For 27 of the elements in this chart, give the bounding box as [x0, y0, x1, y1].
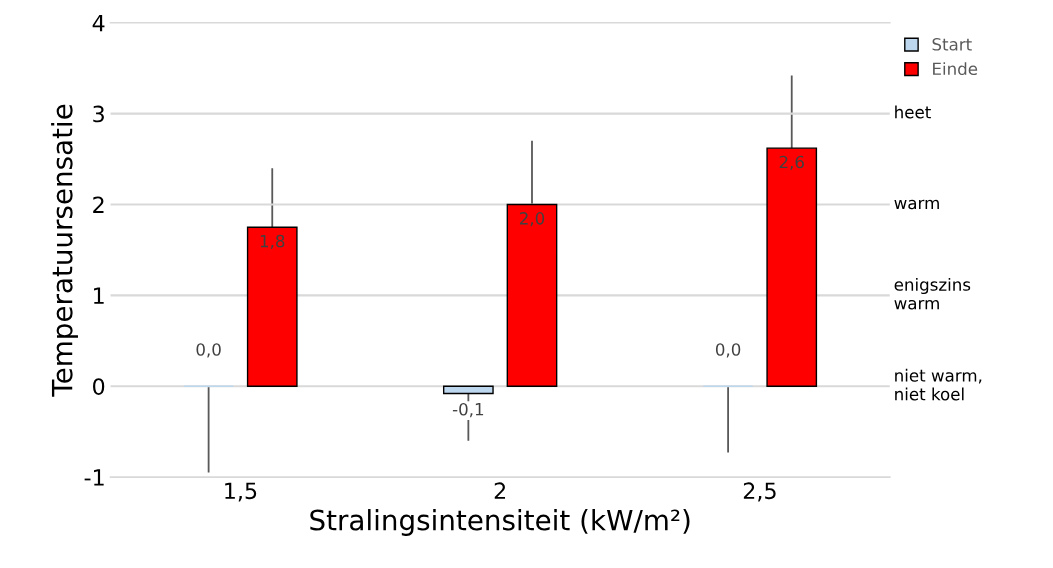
- data-label: 2,6: [779, 155, 804, 171]
- legend-label: Start: [932, 38, 972, 51]
- bar: [506, 203, 558, 387]
- data-label: 0,0: [196, 343, 221, 358]
- data-label: -0,1: [452, 402, 484, 418]
- data-label: 2,0: [519, 212, 545, 227]
- bar: [246, 226, 298, 387]
- legend-label: Einde: [933, 62, 978, 76]
- y-tick-label: 2: [93, 196, 104, 213]
- y-tick-label: 4: [92, 14, 105, 32]
- ref-line-label: heet: [895, 105, 931, 119]
- y-tick-label: 1: [94, 287, 104, 304]
- ref-line-label: enigszins warm: [894, 277, 971, 310]
- bar: [766, 147, 818, 387]
- x-tick-label: 2,5: [743, 482, 776, 502]
- bar: [442, 385, 494, 395]
- x-tick-label: 2: [494, 482, 506, 499]
- ref-line-label: niet warm, niet koel: [895, 368, 982, 401]
- ref-line-label: warm: [894, 199, 939, 210]
- y-tick-label: -1: [84, 469, 104, 486]
- y-tick-label: 0: [93, 378, 105, 395]
- data-label: 1,8: [260, 234, 285, 250]
- x-axis-title: Stralingsintensiteit (kW/m²): [310, 509, 690, 536]
- x-tick-label: 1,5: [225, 482, 257, 502]
- y-axis-title: Temperatuursensatie: [51, 104, 78, 397]
- data-label: 0,0: [715, 343, 741, 358]
- y-tick-label: 3: [93, 105, 104, 123]
